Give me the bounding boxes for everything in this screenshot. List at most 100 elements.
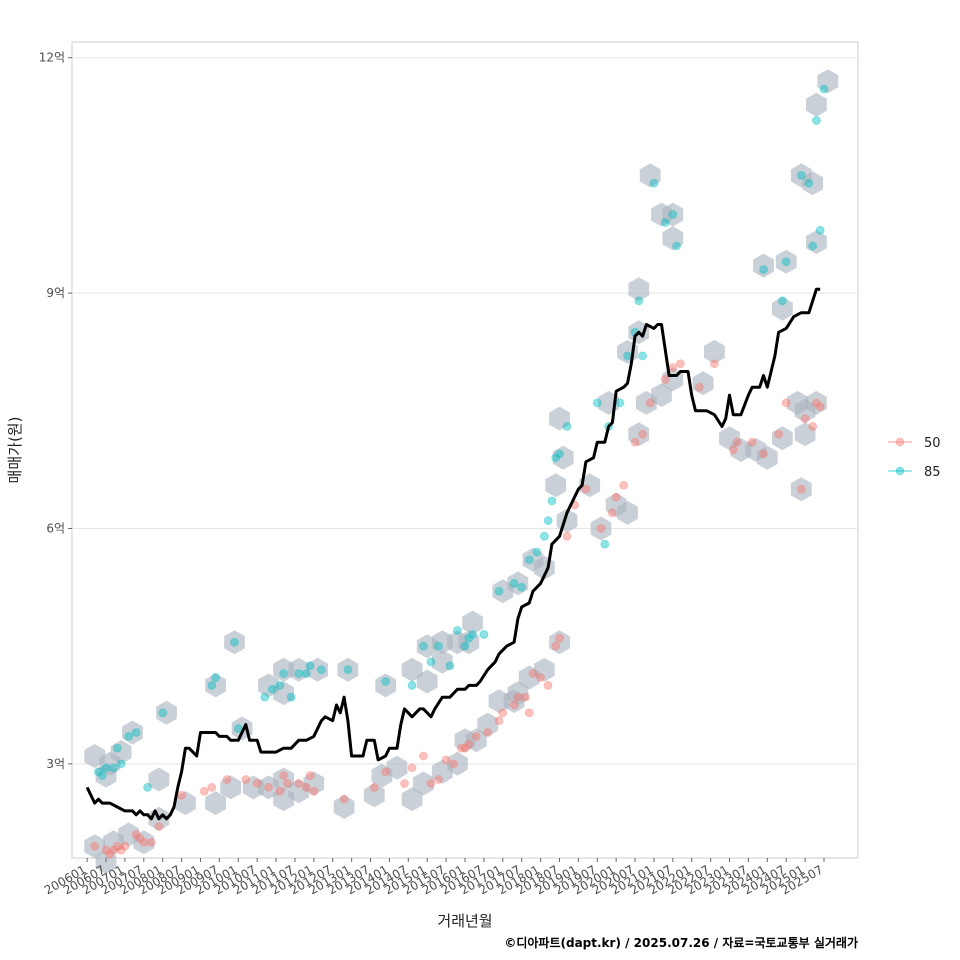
- hexbin: [806, 390, 827, 415]
- hexbin: [590, 516, 612, 541]
- y-axis: 3억 6억 9억 12억: [39, 51, 72, 771]
- hexbin: [806, 92, 827, 117]
- point-85: [815, 225, 825, 235]
- point-50: [116, 845, 126, 855]
- point-85: [547, 496, 557, 506]
- hexbin: [662, 202, 684, 227]
- hexbin: [802, 171, 823, 196]
- point-50: [252, 778, 262, 788]
- hexbin-layer: [84, 69, 839, 874]
- point-50: [638, 429, 648, 439]
- point-50: [279, 771, 289, 781]
- point-85: [562, 421, 572, 431]
- hexbin: [333, 795, 355, 819]
- point-50: [815, 402, 825, 412]
- point-85: [464, 633, 474, 643]
- point-50: [90, 841, 100, 851]
- median-price-line: [85, 287, 821, 821]
- point-50: [596, 523, 606, 533]
- point-85: [294, 669, 304, 679]
- point-85: [143, 782, 153, 792]
- point-50: [675, 359, 685, 369]
- hexbin: [772, 296, 793, 321]
- point-85: [622, 351, 632, 361]
- point-85: [524, 555, 534, 565]
- point-85: [93, 767, 103, 777]
- point-85: [316, 665, 326, 675]
- point-50: [607, 508, 617, 518]
- point-50: [131, 829, 141, 839]
- point-85: [649, 178, 659, 188]
- hexbin: [401, 787, 423, 812]
- point-85: [418, 641, 428, 651]
- point-85: [468, 629, 478, 639]
- point-85: [112, 743, 122, 753]
- hexbin: [639, 163, 661, 188]
- point-50: [660, 374, 670, 384]
- point-50: [709, 359, 719, 369]
- caption: ©디아파트(dapt.kr) / 2025.07.26 / 자료=국토교통부 실…: [504, 935, 858, 950]
- point-85: [672, 241, 682, 251]
- hexbin: [95, 763, 117, 788]
- point-50: [301, 782, 311, 792]
- point-85: [275, 680, 285, 690]
- point-85: [804, 178, 814, 188]
- point-50: [732, 437, 742, 447]
- point-50: [464, 739, 474, 749]
- point-50: [456, 743, 466, 753]
- point-50: [543, 680, 553, 690]
- point-50: [207, 782, 217, 792]
- hexbin: [337, 657, 359, 682]
- point-50: [339, 794, 349, 804]
- y-axis-title: 매매가(원): [6, 417, 24, 484]
- hexbin: [549, 630, 570, 655]
- point-85: [286, 692, 296, 702]
- hexbin: [806, 230, 827, 255]
- hexbin: [465, 728, 487, 753]
- point-85: [759, 265, 769, 275]
- point-50: [808, 421, 818, 431]
- point-50: [112, 841, 122, 851]
- hexbin: [817, 69, 839, 94]
- legend: 50 85: [888, 436, 941, 480]
- hexbin: [447, 751, 468, 776]
- hexbin: [775, 249, 797, 274]
- legend-label-85: 85: [924, 465, 941, 480]
- hexbin: [628, 277, 650, 302]
- hexbin: [122, 720, 143, 745]
- point-50: [528, 669, 538, 679]
- point-50: [146, 837, 156, 847]
- point-85: [434, 641, 444, 651]
- point-85: [668, 210, 678, 220]
- hexbin: [704, 339, 725, 364]
- plot-panel: [71, 41, 859, 859]
- point-50: [177, 790, 187, 800]
- hexbin: [273, 681, 294, 706]
- hexbin: [224, 630, 245, 655]
- point-50: [369, 782, 379, 792]
- point-85: [426, 657, 436, 667]
- point-50: [494, 716, 504, 726]
- hexbin: [205, 791, 226, 816]
- point-50: [241, 775, 251, 785]
- point-50: [441, 755, 451, 765]
- point-85: [131, 727, 141, 737]
- point-85: [592, 398, 602, 408]
- point-50: [275, 786, 285, 796]
- point-85: [279, 669, 289, 679]
- hexbin: [477, 712, 499, 737]
- hexbin: [220, 775, 242, 800]
- point-85: [660, 217, 670, 227]
- point-85: [600, 539, 610, 549]
- hexbin: [462, 610, 483, 635]
- point-50: [309, 786, 319, 796]
- hexbin: [175, 791, 196, 816]
- point-50: [460, 743, 470, 753]
- point-50: [434, 775, 444, 785]
- hexbin: [375, 673, 396, 698]
- point-50: [524, 708, 534, 718]
- point-85: [819, 84, 829, 94]
- point-50: [471, 731, 481, 741]
- median-line-layer: [85, 287, 821, 821]
- point-85: [101, 763, 111, 773]
